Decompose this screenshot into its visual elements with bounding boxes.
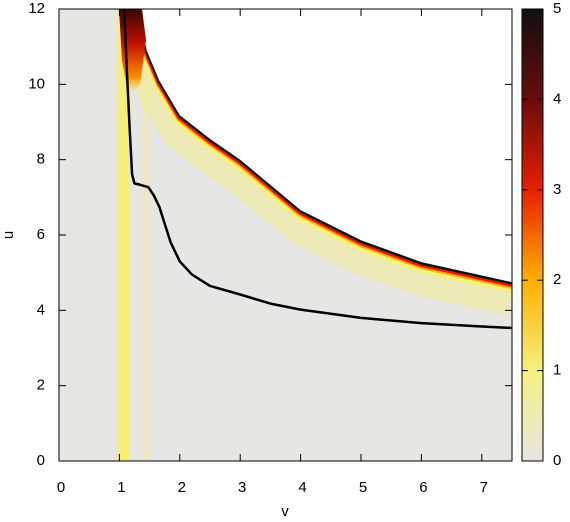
heatmap-band bbox=[114, 9, 132, 461]
x-axis-label: v bbox=[281, 503, 289, 520]
y-tick-label: 0 bbox=[37, 452, 45, 469]
heatmap-band bbox=[139, 9, 152, 461]
heatmap-edge bbox=[137, 9, 512, 285]
x-tick-label: 7 bbox=[480, 479, 488, 496]
colorbar-tick-label: 3 bbox=[553, 181, 561, 198]
colorbar-tick-label: 0 bbox=[553, 452, 561, 469]
y-tick-label: 10 bbox=[28, 75, 45, 92]
y-tick-label: 12 bbox=[28, 0, 45, 17]
x-tick-label: 2 bbox=[178, 479, 186, 496]
x-tick-label: 5 bbox=[359, 479, 367, 496]
x-tick-label: 4 bbox=[298, 479, 306, 496]
colorbar-tick-label: 1 bbox=[553, 362, 561, 379]
curve bbox=[122, 9, 512, 330]
empty-region bbox=[138, 9, 512, 283]
y-tick-label: 4 bbox=[37, 301, 45, 318]
y-tick-label: 6 bbox=[37, 226, 45, 243]
y-tick-label: 8 bbox=[37, 151, 45, 168]
y-tick-label: 2 bbox=[37, 377, 45, 394]
colorbar-tick-label: 4 bbox=[553, 90, 561, 107]
x-tick-label: 6 bbox=[419, 479, 427, 496]
colorbar bbox=[521, 8, 544, 462]
x-tick-label: 1 bbox=[117, 479, 125, 496]
x-tick-label: 0 bbox=[57, 479, 65, 496]
plot-area bbox=[59, 9, 512, 461]
colorbar-tick-label: 5 bbox=[553, 0, 561, 17]
x-tick-label: 3 bbox=[238, 479, 246, 496]
colorbar-tick-label: 2 bbox=[553, 271, 561, 288]
y-axis-label: u bbox=[0, 231, 17, 239]
